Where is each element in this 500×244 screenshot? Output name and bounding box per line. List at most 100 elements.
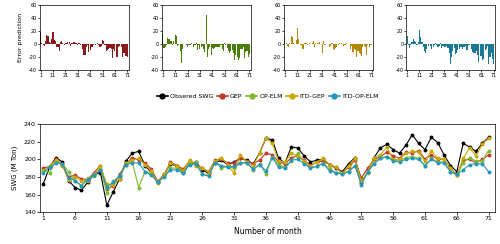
Bar [203,44,204,49]
Bar [58,44,59,51]
Bar [196,43,197,44]
Bar [464,44,466,46]
Bar [344,44,345,45]
Bar [434,44,435,45]
Bar [360,44,361,54]
Bar [124,44,126,53]
Obsered SWG [110,191,116,193]
Bar [200,44,202,47]
Bar [355,44,356,50]
Bar [362,44,364,47]
Bar [219,44,220,47]
ITD-GEP [454,174,460,177]
Bar [302,44,303,49]
Bar [68,42,70,44]
Bar [207,44,208,57]
Bar [334,44,335,50]
Bar [484,44,486,50]
Obsered SWG [454,170,460,173]
ITD-GEP [104,183,110,185]
Bar [426,44,428,49]
Bar [103,41,104,44]
Bar [112,44,113,58]
Bar [182,44,183,49]
Bar [249,44,250,54]
Bar [416,44,418,45]
Bar [60,42,61,44]
Bar [122,44,123,57]
Bar [493,44,494,64]
ITD-GEP [486,137,492,140]
Line: Obsered SWG: Obsered SWG [42,133,490,206]
Bar [218,44,219,47]
Bar [239,44,240,59]
Bar [298,39,299,44]
Bar [210,44,212,55]
Bar [190,43,192,44]
Bar [245,44,246,52]
Bar [316,43,318,44]
Bar [126,44,128,57]
GEP [454,174,460,177]
Bar [445,44,446,47]
Bar [371,44,372,45]
Bar [370,44,371,45]
Bar [166,44,167,45]
Bar [188,44,190,45]
Obsered SWG [486,136,492,139]
Bar [70,44,71,46]
Bar [460,44,461,47]
Bar [365,44,366,47]
Bar [177,44,178,46]
Bar [88,44,90,52]
Bar [186,44,187,45]
OP-ELM [174,167,180,170]
Bar [240,44,242,49]
Bar [436,44,438,45]
Bar [222,44,223,49]
Y-axis label: Error prediction: Error prediction [18,13,23,62]
Bar [50,43,51,44]
Obsered SWG [473,150,479,153]
GEP [314,161,320,163]
Bar [442,44,444,46]
Bar [97,43,98,44]
Bar [104,44,106,45]
Bar [456,44,457,53]
Bar [478,44,480,62]
Bar [412,39,414,44]
Bar [290,36,292,44]
Bar [415,42,416,44]
Bar [171,41,172,44]
Bar [461,44,462,47]
Bar [288,44,289,47]
Line: ITD-GEP: ITD-GEP [42,137,490,186]
Bar [92,44,93,47]
Bar [446,44,448,46]
ITD-OP-ELM [53,161,59,164]
Bar [197,44,198,50]
ITD-GEP [110,183,116,186]
GEP [473,161,479,164]
Bar [174,35,176,44]
Line: OP-ELM: OP-ELM [42,149,490,194]
ITD-OP-ELM [263,169,269,172]
Bar [293,43,294,44]
Bar [212,44,213,48]
GEP [416,149,422,152]
Bar [452,44,454,51]
ITD-OP-ELM [110,181,116,184]
Bar [455,44,456,54]
Bar [314,44,315,47]
Bar [56,44,58,47]
ITD-GEP [270,142,276,145]
Obsered SWG [263,137,269,140]
Bar [345,44,346,45]
Bar [354,44,355,49]
Line: ITD-OP-ELM: ITD-OP-ELM [42,155,490,188]
ITD-GEP [263,137,269,140]
Bar [303,44,304,49]
Bar [220,44,222,45]
Bar [242,44,244,47]
Bar [162,34,164,44]
